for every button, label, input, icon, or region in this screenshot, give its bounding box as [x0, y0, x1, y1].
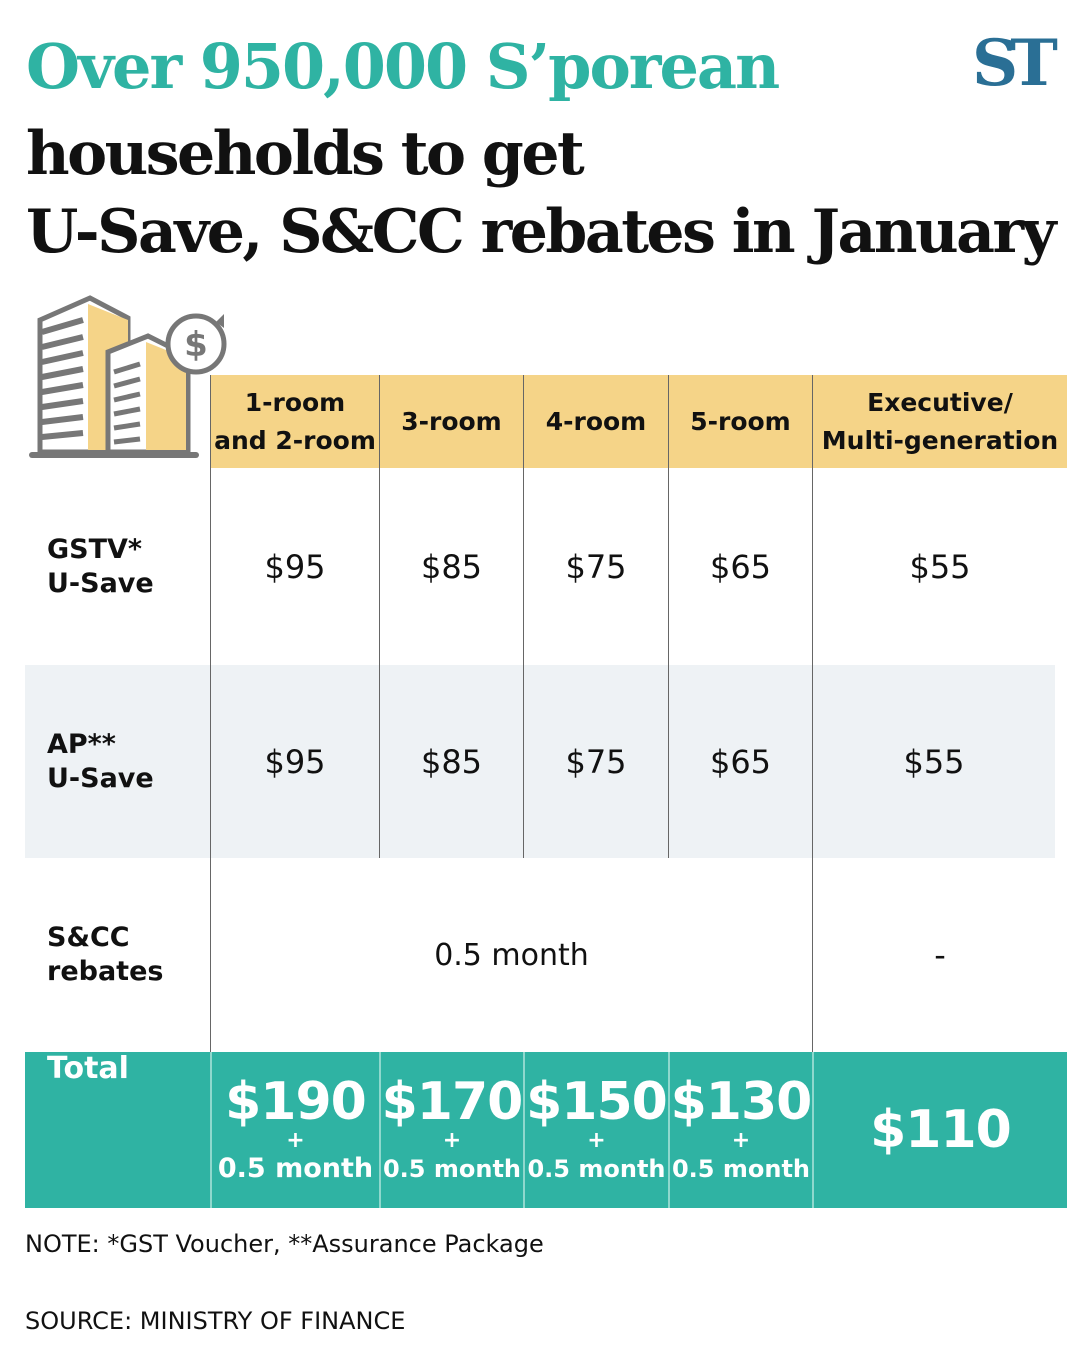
cell: $75: [523, 665, 668, 858]
cell-scc-span: 0.5 month: [210, 858, 812, 1052]
rebate-table: 1-room and 2-room 3-room 4-room 5-room E…: [25, 375, 1067, 1208]
cell: $65: [668, 468, 812, 665]
total-cell: $190 +0.5 month: [210, 1052, 379, 1208]
st-logo: ST: [972, 26, 1058, 101]
cell: $65: [668, 665, 812, 858]
total-amount: $170: [381, 1072, 524, 1132]
total-amount: $110: [870, 1100, 1012, 1160]
svg-text:$: $: [184, 325, 208, 365]
cell: $95: [210, 468, 379, 665]
total-label: Total: [25, 1052, 210, 1208]
total-extra: 0.5 month: [527, 1155, 666, 1183]
total-cell: $110: [812, 1052, 1067, 1208]
row-label-gstv: GSTV* U-Save: [47, 533, 154, 599]
total-amount: $130: [670, 1072, 813, 1132]
cell: $55: [812, 665, 1055, 858]
header-4-room: 4-room: [523, 375, 668, 468]
total-amount: $190: [225, 1072, 367, 1132]
headline-line3: U-Save, S&CC rebates in January: [26, 197, 1056, 267]
header-5-room: 5-room: [668, 375, 812, 468]
total-cell: $150 +0.5 month: [523, 1052, 668, 1208]
headline-line1: Over 950,000 S’porean: [26, 30, 780, 103]
note: NOTE: *GST Voucher, **Assurance Package: [25, 1230, 544, 1258]
header-executive: Executive/ Multi-generation: [812, 375, 1067, 468]
header-1-2-room: 1-room and 2-room: [210, 375, 379, 468]
headline-rest: households to get U-Save, S&CC rebates i…: [26, 115, 1056, 271]
header-corner: [25, 375, 210, 468]
total-cell: $170 +0.5 month: [379, 1052, 523, 1208]
cell: $55: [812, 468, 1067, 665]
headline-line2: households to get: [26, 119, 585, 189]
cell: -: [812, 858, 1067, 1052]
plus: +: [442, 1128, 462, 1153]
total-extra: 0.5 month: [217, 1153, 374, 1184]
cell: $95: [210, 665, 379, 858]
plus: +: [587, 1128, 606, 1153]
cell: $75: [523, 468, 668, 665]
cell: $85: [379, 665, 523, 858]
plus: +: [286, 1128, 305, 1153]
row-label-ap: AP** U-Save: [25, 665, 210, 858]
total-cell: $130 +0.5 month: [668, 1052, 812, 1208]
total-amount: $150: [526, 1072, 668, 1132]
total-extra: 0.5 month: [671, 1155, 810, 1183]
building-with-dollar-rebate-icon: $: [29, 295, 227, 458]
plus: +: [731, 1128, 751, 1153]
header-3-room: 3-room: [379, 375, 523, 468]
cell: $85: [379, 468, 523, 665]
total-extra: 0.5 month: [382, 1155, 521, 1183]
row-label-scc: S&CC rebates: [47, 922, 164, 987]
source: SOURCE: MINISTRY OF FINANCE: [25, 1307, 406, 1335]
